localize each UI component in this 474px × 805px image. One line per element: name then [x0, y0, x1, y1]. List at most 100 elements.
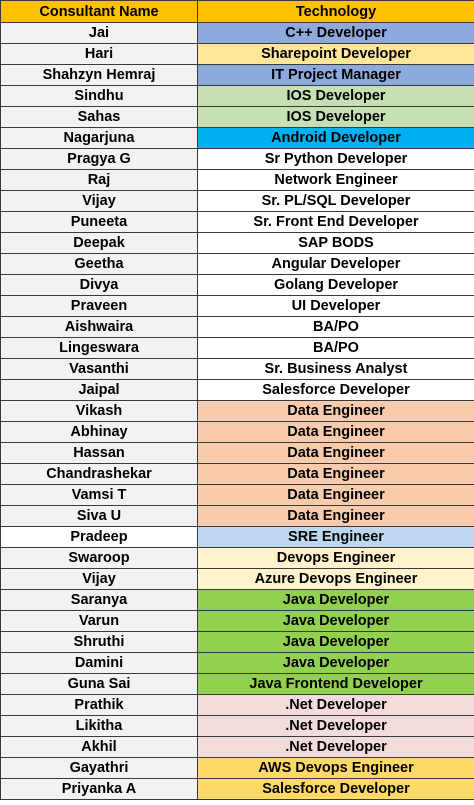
table-row: Shahzyn Hemraj IT Project Manager [0, 64, 474, 86]
technology-cell[interactable]: Data Engineer [197, 400, 474, 422]
technology-cell[interactable]: UI Developer [197, 295, 474, 317]
table-row: Vikash Data Engineer [0, 400, 474, 422]
consultant-name-cell[interactable]: Siva U [0, 505, 198, 527]
technology-cell[interactable]: Data Engineer [197, 421, 474, 443]
table-row: Vijay Azure Devops Engineer [0, 568, 474, 590]
consultant-name-cell[interactable]: Vijay [0, 568, 198, 590]
consultant-name-cell[interactable]: Hassan [0, 442, 198, 464]
consultant-name-cell[interactable]: Saranya [0, 589, 198, 611]
consultant-name-cell[interactable]: Hari [0, 43, 198, 65]
table-row: Nagarjuna Android Developer [0, 127, 474, 149]
consultant-name-cell[interactable]: Jaipal [0, 379, 198, 401]
technology-cell[interactable]: Java Developer [197, 652, 474, 674]
table-row: Puneeta Sr. Front End Developer [0, 211, 474, 233]
technology-cell[interactable]: Data Engineer [197, 463, 474, 485]
consultant-name-cell[interactable]: Swaroop [0, 547, 198, 569]
consultant-name-cell[interactable]: Gayathri [0, 757, 198, 779]
consultant-name-cell[interactable]: Abhinay [0, 421, 198, 443]
table-row: Hassan Data Engineer [0, 442, 474, 464]
technology-cell[interactable]: IOS Developer [197, 106, 474, 128]
table-row: Likitha .Net Developer [0, 715, 474, 737]
technology-cell[interactable]: Data Engineer [197, 505, 474, 527]
consultant-name-cell[interactable]: Divya [0, 274, 198, 296]
consultant-name-cell[interactable]: Raj [0, 169, 198, 191]
consultant-name-cell[interactable]: Puneeta [0, 211, 198, 233]
technology-cell[interactable]: Angular Developer [197, 253, 474, 275]
consultant-name-cell[interactable]: Prathik [0, 694, 198, 716]
consultant-name-cell[interactable]: Varun [0, 610, 198, 632]
consultant-name-cell[interactable]: Aishwaira [0, 316, 198, 338]
technology-cell[interactable]: IT Project Manager [197, 64, 474, 86]
table-row: Raj Network Engineer [0, 169, 474, 191]
table-row: Divya Golang Developer [0, 274, 474, 296]
consultant-name-cell[interactable]: Guna Sai [0, 673, 198, 695]
consultant-name-cell[interactable]: Vasanthi [0, 358, 198, 380]
consultant-name-cell[interactable]: Sahas [0, 106, 198, 128]
table-row: Pradeep SRE Engineer [0, 526, 474, 548]
technology-cell[interactable]: SAP BODS [197, 232, 474, 254]
technology-cell[interactable]: IOS Developer [197, 85, 474, 107]
consultant-name-cell[interactable]: Likitha [0, 715, 198, 737]
technology-cell[interactable]: Data Engineer [197, 442, 474, 464]
table-row: Jai C++ Developer [0, 22, 474, 44]
table-row: Shruthi Java Developer [0, 631, 474, 653]
technology-cell[interactable]: Salesforce Developer [197, 778, 474, 800]
table-row: Vijay Sr. PL/SQL Developer [0, 190, 474, 212]
consultant-name-cell[interactable]: Vamsi T [0, 484, 198, 506]
consultant-name-cell[interactable]: Pradeep [0, 526, 198, 548]
consultant-name-cell[interactable]: Shahzyn Hemraj [0, 64, 198, 86]
consultant-name-cell[interactable]: Geetha [0, 253, 198, 275]
technology-cell[interactable]: Java Developer [197, 589, 474, 611]
technology-cell[interactable]: .Net Developer [197, 736, 474, 758]
technology-cell[interactable]: Sr Python Developer [197, 148, 474, 170]
technology-cell[interactable]: Devops Engineer [197, 547, 474, 569]
consultant-name-cell[interactable]: Jai [0, 22, 198, 44]
consultant-name-cell[interactable]: Pragya G [0, 148, 198, 170]
consultant-name-cell[interactable]: Priyanka A [0, 778, 198, 800]
consultant-name-cell[interactable]: Lingeswara [0, 337, 198, 359]
table-row: Gayathri AWS Devops Engineer [0, 757, 474, 779]
consultant-name-cell[interactable]: Vikash [0, 400, 198, 422]
technology-cell[interactable]: Java Developer [197, 610, 474, 632]
technology-cell[interactable]: Azure Devops Engineer [197, 568, 474, 590]
technology-cell[interactable]: Data Engineer [197, 484, 474, 506]
consultant-name-cell[interactable]: Chandrashekar [0, 463, 198, 485]
technology-cell[interactable]: Sr. Front End Developer [197, 211, 474, 233]
technology-cell[interactable]: .Net Developer [197, 694, 474, 716]
consultant-name-cell[interactable]: Shruthi [0, 631, 198, 653]
consultant-name-cell[interactable]: Praveen [0, 295, 198, 317]
table-row: Prathik .Net Developer [0, 694, 474, 716]
header-technology[interactable]: Technology [197, 0, 474, 23]
technology-cell[interactable]: Java Frontend Developer [197, 673, 474, 695]
table-row: Vasanthi Sr. Business Analyst [0, 358, 474, 380]
consultant-name-cell[interactable]: Vijay [0, 190, 198, 212]
table-row: Sahas IOS Developer [0, 106, 474, 128]
technology-cell[interactable]: Sr. PL/SQL Developer [197, 190, 474, 212]
technology-cell[interactable]: Java Developer [197, 631, 474, 653]
technology-cell[interactable]: Golang Developer [197, 274, 474, 296]
technology-cell[interactable]: SRE Engineer [197, 526, 474, 548]
technology-cell[interactable]: .Net Developer [197, 715, 474, 737]
technology-cell[interactable]: Android Developer [197, 127, 474, 149]
technology-cell[interactable]: BA/PO [197, 316, 474, 338]
table-row: Sindhu IOS Developer [0, 85, 474, 107]
table-row: Lingeswara BA/PO [0, 337, 474, 359]
technology-cell[interactable]: C++ Developer [197, 22, 474, 44]
table-row: Hari Sharepoint Developer [0, 43, 474, 65]
technology-cell[interactable]: AWS Devops Engineer [197, 757, 474, 779]
technology-cell[interactable]: Sharepoint Developer [197, 43, 474, 65]
consultant-name-cell[interactable]: Akhil [0, 736, 198, 758]
consultant-name-cell[interactable]: Deepak [0, 232, 198, 254]
technology-cell[interactable]: Network Engineer [197, 169, 474, 191]
technology-cell[interactable]: Sr. Business Analyst [197, 358, 474, 380]
consultant-name-cell[interactable]: Sindhu [0, 85, 198, 107]
technology-cell[interactable]: BA/PO [197, 337, 474, 359]
header-consultant-name[interactable]: Consultant Name [0, 0, 198, 23]
table-row: Jaipal Salesforce Developer [0, 379, 474, 401]
consultant-name-cell[interactable]: Damini [0, 652, 198, 674]
technology-cell[interactable]: Salesforce Developer [197, 379, 474, 401]
table-row: Vamsi T Data Engineer [0, 484, 474, 506]
table-row: Deepak SAP BODS [0, 232, 474, 254]
consultant-name-cell[interactable]: Nagarjuna [0, 127, 198, 149]
